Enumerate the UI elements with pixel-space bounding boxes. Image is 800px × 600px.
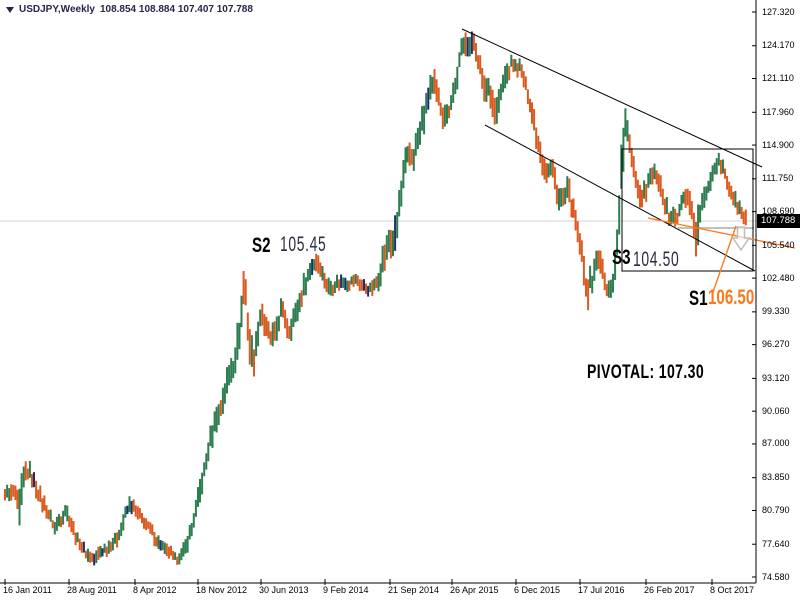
- date-axis-label: 26 Feb 2017: [644, 585, 695, 595]
- symbol-period-label: USDJPY,Weekly: [19, 4, 95, 15]
- price-axis-label: 127.320: [762, 6, 795, 17]
- price-axis-label: 90.060: [762, 405, 790, 416]
- date-axis-label: 8 Apr 2012: [133, 585, 177, 595]
- price-axis-label: 80.790: [762, 504, 790, 515]
- chevron-down-icon[interactable]: [6, 6, 14, 13]
- s2-label[interactable]: S2: [252, 234, 271, 257]
- s1-value[interactable]: 106.50: [708, 286, 755, 309]
- date-axis-label: 9 Feb 2014: [323, 585, 369, 595]
- date-axis-label: 28 Aug 2011: [67, 585, 117, 595]
- price-axis-label: 74.580: [762, 571, 790, 582]
- s1-label[interactable]: S1: [689, 287, 708, 310]
- price-axis-label: 114.900: [762, 139, 794, 150]
- price-axis-label: 87.000: [762, 438, 790, 449]
- pivotal-label[interactable]: PIVOTAL: 107.30: [587, 362, 705, 383]
- price-axis-label: 83.850: [762, 472, 790, 483]
- price-axis-label: 117.960: [762, 106, 794, 117]
- price-axis[interactable]: 127.320 124.170 121.110 117.960 114.900 111.7…: [757, 0, 800, 583]
- date-axis-label: 16 Jan 2011: [3, 585, 52, 595]
- chart-info-line: USDJPY,Weekly 108.854 108.884 107.407 10…: [6, 4, 253, 15]
- price-axis-label: 108.690: [762, 206, 795, 217]
- price-axis-label: 77.640: [762, 538, 790, 549]
- price-axis-label: 93.120: [762, 372, 790, 383]
- s3-label[interactable]: S3: [612, 246, 631, 269]
- price-axis-label: 124.170: [762, 40, 795, 51]
- price-axis-label: 111.750: [762, 173, 794, 184]
- price-axis-label: 121.110: [762, 73, 794, 84]
- date-axis-label: 26 Apr 2015: [450, 585, 499, 595]
- down-arrow-icon: [731, 226, 751, 252]
- price-axis-label: 102.480: [762, 272, 795, 283]
- ohlc-values: 108.854 108.884 107.407 107.788: [99, 4, 253, 15]
- s2-value[interactable]: 105.45: [280, 233, 327, 256]
- date-axis[interactable]: 16 Jan 2011 28 Aug 2011 8 Apr 2012 18 Nov 2…: [0, 584, 756, 600]
- date-axis-label: 21 Sep 2014: [388, 585, 440, 595]
- price-axis-label: 99.330: [762, 306, 790, 317]
- date-axis-label: 6 Dec 2015: [514, 585, 561, 595]
- date-axis-label: 17 Jul 2016: [578, 585, 625, 595]
- date-axis-label: 18 Nov 2012: [196, 585, 248, 595]
- date-axis-label: 30 Jun 2013: [259, 585, 309, 595]
- price-axis-label: 105.540: [762, 239, 795, 250]
- s3-value[interactable]: 104.50: [633, 248, 680, 271]
- date-axis-label: 8 Oct 2017: [710, 585, 755, 595]
- price-axis-label: 96.270: [762, 339, 790, 350]
- current-price-tag: 107.788: [757, 214, 800, 229]
